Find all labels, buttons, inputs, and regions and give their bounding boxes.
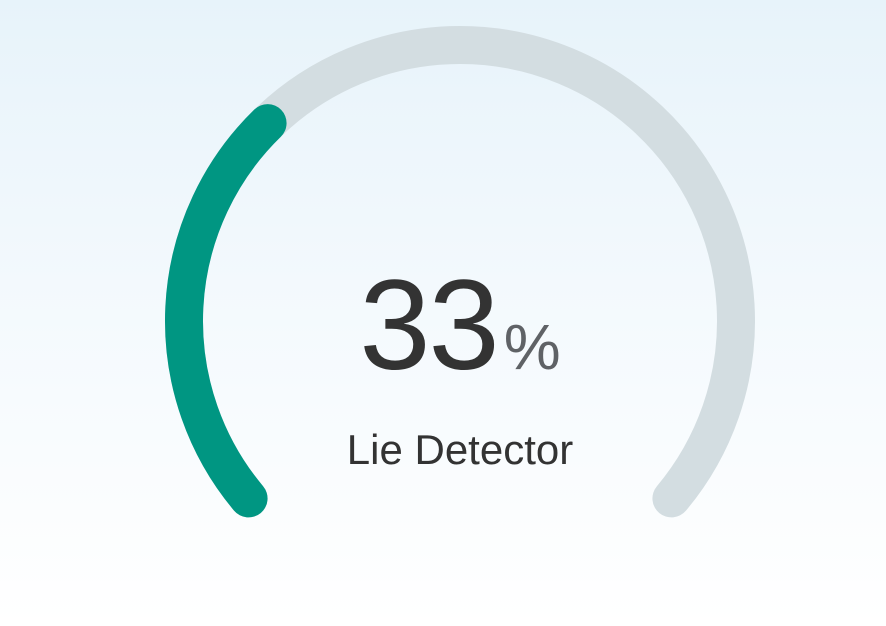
gauge-label: Lie Detector <box>346 426 574 473</box>
gauge-value: 33 <box>359 254 499 397</box>
gauge-fill-arc <box>165 104 287 518</box>
gauge-value-row: 33 % <box>359 262 560 390</box>
gauge-unit: % <box>503 311 561 383</box>
gauge-readout: 33 % <box>0 262 886 390</box>
